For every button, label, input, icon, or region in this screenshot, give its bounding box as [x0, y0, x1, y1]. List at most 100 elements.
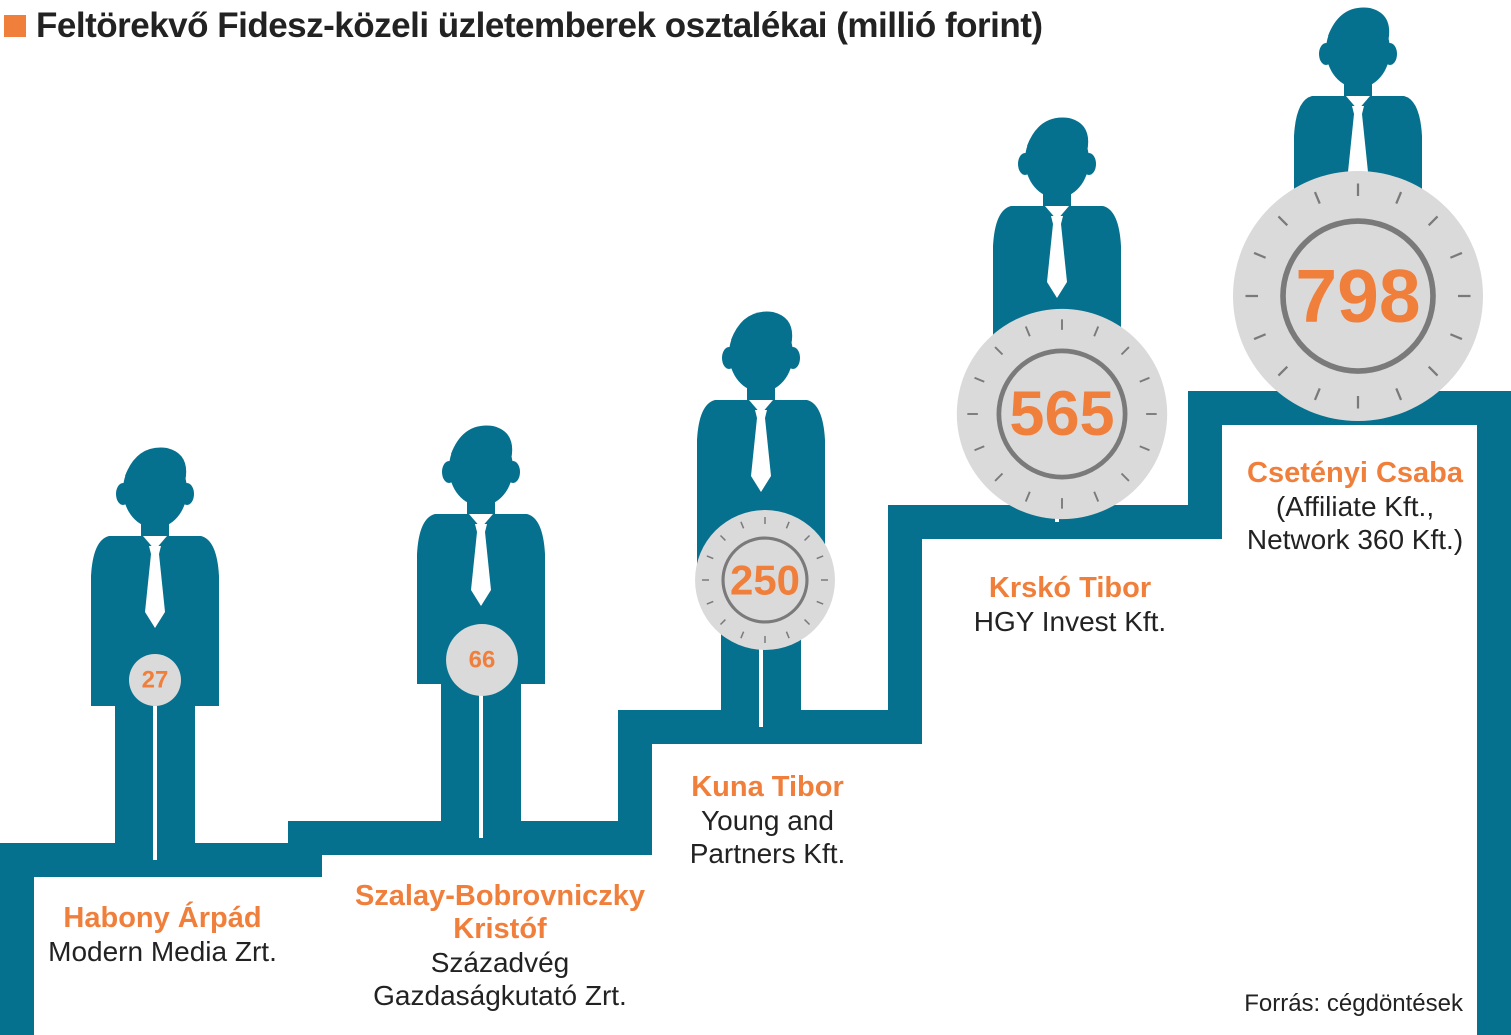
value-dial-3: 565: [956, 308, 1168, 520]
dial-tick: [994, 472, 1004, 482]
dial-disc: [695, 510, 835, 650]
figure-tie: [145, 546, 165, 628]
dial-tick: [719, 619, 726, 626]
figure-collar: [469, 514, 493, 528]
dial-tick: [1313, 191, 1321, 205]
value-dial-1: 66: [446, 624, 518, 696]
figure-ear-right: [506, 461, 520, 483]
figure-ear-right: [786, 347, 800, 369]
dial-tick: [1277, 365, 1289, 377]
dial-tick: [974, 376, 985, 383]
dial-tick: [1120, 472, 1130, 482]
figure-ear-left: [722, 347, 736, 369]
person-name: Kuna Tibor: [691, 771, 844, 803]
person-label-2: Kuna Tibor Young and Partners Kft.: [640, 771, 895, 870]
person-name: Kristóf: [453, 913, 547, 945]
figure-collar: [143, 536, 167, 550]
dial-tick: [1395, 191, 1403, 205]
dial-tick: [1427, 365, 1439, 377]
dial-ring: [996, 348, 1128, 480]
figure-ear-left: [1018, 153, 1032, 175]
figure-leg-gap: [153, 706, 157, 860]
company-name: HGY Invest Kft.: [973, 606, 1167, 637]
dial-tick: [1449, 333, 1463, 341]
dial-tick: [706, 600, 714, 605]
dial-tick: [804, 534, 811, 541]
figure-ear-left: [1319, 43, 1333, 65]
dial-tick: [785, 631, 790, 639]
company-name: Modern Media Zrt.: [48, 936, 277, 967]
dial-value-label: 66: [469, 647, 496, 674]
figure-neck: [1344, 80, 1372, 100]
chart-title: Feltörekvő Fidesz-közeli üzletemberek os…: [36, 6, 1043, 45]
company-name: Gazdaságkutató Zrt.: [373, 980, 627, 1011]
dial-tick: [1449, 251, 1463, 259]
dial-tick: [1093, 491, 1100, 502]
figure-neck: [1043, 190, 1071, 210]
dial-tick: [1120, 346, 1130, 356]
dial-value-label: 250: [730, 557, 800, 604]
person-label-1: Szalay-Bobrovniczky Kristóf Századvég Gazda…: [330, 880, 670, 1012]
dial-tick: [706, 555, 714, 560]
dial-tick: [816, 555, 824, 560]
dial-tick: [1427, 215, 1439, 227]
figure-tie: [1047, 216, 1067, 298]
person-label-0: Habony Árpád Modern Media Zrt.: [15, 902, 310, 968]
person-label-4: Csetényi Csaba (Affiliate Kft., Network 36…: [1215, 457, 1495, 556]
dial-tick: [1313, 387, 1321, 401]
dial-tick: [1139, 445, 1150, 452]
dial-tick: [1024, 326, 1031, 337]
dial-tick: [719, 534, 726, 541]
figure-leg-gap: [479, 684, 483, 838]
dial-tick: [740, 521, 745, 529]
person-name: Habony Árpád: [63, 902, 262, 934]
dial-ring: [1280, 218, 1436, 374]
value-dial-2: 250: [695, 510, 835, 650]
source-note: Forrás: cégdöntések: [1244, 990, 1463, 1017]
company-name: Network 360 Kft.): [1246, 524, 1464, 555]
figure-collar: [1045, 206, 1069, 220]
person-label-3: Krskó Tibor HGY Invest Kft.: [920, 572, 1220, 638]
dial-ring: [721, 536, 809, 624]
figure-0: [91, 447, 219, 860]
figure-tie: [751, 410, 771, 492]
figure-ear-left: [442, 461, 456, 483]
figure-ear-right: [180, 483, 194, 505]
figure-hair: [731, 311, 793, 346]
figure-neck: [467, 498, 495, 518]
dial-disc: [1233, 171, 1483, 421]
dial-tick: [1093, 326, 1100, 337]
dial-value-label: 27: [142, 667, 169, 694]
figure-ear-left: [116, 483, 130, 505]
dial-tick: [1277, 215, 1289, 227]
value-dial-0: 27: [129, 654, 181, 706]
dial-tick: [974, 445, 985, 452]
dial-tick: [816, 600, 824, 605]
dial-tick: [1253, 333, 1267, 341]
dial-tick: [1253, 251, 1267, 259]
figure-collar: [1346, 96, 1370, 110]
dial-tick: [785, 521, 790, 529]
dial-disc: [446, 624, 518, 696]
figure-hair: [1027, 117, 1089, 152]
person-name: Krskó Tibor: [988, 572, 1152, 604]
person-name: Szalay-Bobrovniczky: [354, 880, 646, 912]
figure-hair: [1328, 7, 1390, 42]
company-name: Partners Kft.: [689, 838, 846, 869]
figure-ear-right: [1383, 43, 1397, 65]
figure-ear-right: [1082, 153, 1096, 175]
figure-hair: [451, 425, 513, 460]
dial-value-label: 565: [1009, 379, 1114, 449]
dial-tick: [1395, 387, 1403, 401]
figure-tie: [471, 524, 491, 606]
figure-tie: [1348, 106, 1368, 188]
figure-neck: [747, 384, 775, 404]
company-name: Young and: [701, 805, 834, 836]
value-dial-4: 798: [1233, 171, 1483, 421]
dial-disc: [956, 308, 1168, 520]
title-block: Feltörekvő Fidesz-közeli üzletemberek os…: [0, 2, 1043, 50]
dial-tick: [1024, 491, 1031, 502]
company-name: (Affiliate Kft.,: [1275, 491, 1435, 522]
dial-disc: [129, 654, 181, 706]
